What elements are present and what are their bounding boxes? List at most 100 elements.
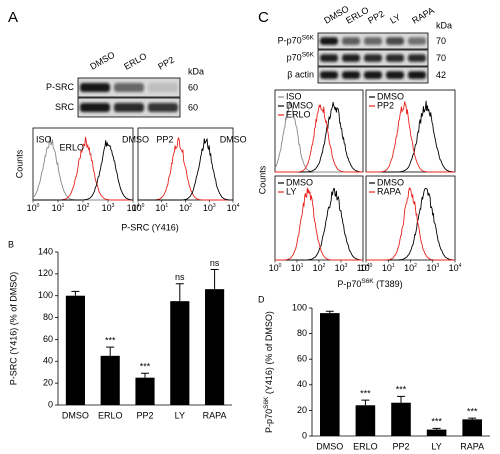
blot-row-label: P-SRC: [46, 82, 75, 92]
histogram-curve: [275, 188, 363, 261]
x-tick-base: 10: [203, 203, 213, 213]
error-bar: [106, 346, 115, 356]
kda-value: 42: [436, 70, 446, 80]
error-bar: [175, 283, 184, 302]
x-tick-exp: 1: [301, 263, 304, 269]
blot-band: [114, 83, 144, 92]
error-bar: [432, 427, 441, 430]
histogram-curve: [138, 137, 233, 201]
x-tick-label: 101: [291, 263, 304, 273]
x-tick-exp: 3: [436, 263, 439, 269]
legend-label: RAPA: [377, 186, 401, 196]
y-tick-label: 80: [43, 312, 53, 322]
y-axis-label: Counts: [14, 149, 24, 178]
x-tick-exp: 2: [189, 203, 192, 209]
histogram-curve: [366, 187, 455, 261]
y-tick-label: 0: [302, 430, 307, 440]
significance-label: ***: [467, 406, 478, 416]
x-tick-base: 10: [449, 263, 459, 273]
x-tick-label: 104: [449, 263, 462, 273]
significance-label: ns: [175, 272, 185, 282]
x-tick-exp: 0: [37, 203, 40, 209]
y-tick-label: 80: [297, 328, 307, 338]
y-axis-label: P-p70S6K (Y416) (% of DMSO): [263, 311, 274, 433]
kda-value: 60: [188, 102, 198, 112]
x-axis-label-part: S6K: [361, 278, 374, 285]
panel-letter: C: [258, 9, 269, 26]
blot-band: [80, 103, 110, 112]
blot-band: [364, 71, 382, 79]
x-tick-base: 10: [404, 263, 414, 273]
bar: [65, 295, 85, 405]
x-tick-exp: 3: [112, 203, 115, 209]
x-tick-label: 104: [227, 203, 240, 213]
histogram-curve: [366, 186, 455, 261]
lane-label: PP2: [156, 55, 176, 72]
kda-value: 60: [188, 82, 198, 92]
legend-label: LY: [286, 186, 296, 196]
significance-label: ***: [140, 362, 151, 372]
x-tick-label: 102: [77, 203, 90, 213]
legend-label: DMSO: [122, 134, 149, 144]
x-tick-label: ERLO: [98, 410, 123, 420]
y-tick-label: 140: [38, 246, 53, 256]
lane-label: LY: [388, 12, 402, 26]
x-tick-label: 104: [357, 263, 370, 273]
kda-unit: kDa: [188, 66, 204, 76]
significance-label: ns: [210, 258, 220, 268]
panel-letter: B: [8, 239, 14, 249]
x-tick-label: 103: [102, 203, 115, 213]
x-tick-label: 103: [203, 203, 216, 213]
legend-label: ERLO: [286, 109, 311, 119]
x-tick-label: PP2: [392, 441, 409, 451]
x-tick-base: 10: [77, 203, 87, 213]
blot-band: [364, 54, 382, 62]
x-axis-label-part: (T389): [374, 279, 403, 289]
x-tick-base: 10: [382, 263, 392, 273]
blot-band: [320, 37, 338, 45]
legend-label: DMSO: [220, 134, 247, 144]
x-tick-base: 10: [102, 203, 112, 213]
blot-band: [342, 37, 360, 45]
x-tick-base: 10: [291, 263, 301, 273]
bar: [462, 419, 482, 436]
x-tick-label: 101: [382, 263, 395, 273]
blot-row-label-part: p70: [287, 53, 302, 63]
legend-label: PP2: [377, 100, 394, 110]
blot-band: [320, 71, 338, 79]
blot-row-label-part: P-SRC: [46, 82, 75, 92]
legend-label: DMSO: [286, 177, 313, 187]
y-axis-label-part: P-p70: [264, 409, 274, 433]
blot-band: [408, 54, 426, 62]
x-tick-label: 102: [179, 203, 192, 213]
x-tick-label: 101: [52, 203, 65, 213]
blot-row-label-part: SRC: [55, 102, 75, 112]
significance-label: ***: [360, 389, 371, 399]
x-tick-label: 101: [155, 203, 168, 213]
kda-value: 70: [436, 36, 446, 46]
legend-label: DMSO: [286, 100, 313, 110]
x-tick-label: 100: [269, 263, 282, 273]
blot-band: [364, 37, 382, 45]
x-tick-exp: 3: [213, 203, 216, 209]
x-tick-exp: 1: [392, 263, 395, 269]
lane-label: DMSO: [88, 50, 116, 72]
x-tick-label: LY: [175, 410, 185, 420]
blot-band: [408, 37, 426, 45]
y-axis-label-part: (Y416) (% of DMSO): [264, 311, 274, 397]
x-tick-label: LY: [431, 441, 441, 451]
x-tick-base: 10: [227, 203, 237, 213]
blot-band: [386, 37, 404, 45]
lane-label: ERLO: [122, 51, 148, 72]
y-tick-label: 100: [38, 290, 53, 300]
x-tick-exp: 3: [345, 263, 348, 269]
bar: [135, 377, 155, 405]
x-tick-label: 102: [313, 263, 326, 273]
error-bar: [325, 310, 334, 314]
blot-band: [148, 103, 178, 112]
histogram-curve: [275, 187, 363, 261]
y-axis-label: Counts: [257, 165, 267, 194]
bar: [170, 301, 190, 405]
x-tick-base: 10: [179, 203, 189, 213]
bar: [320, 313, 340, 436]
